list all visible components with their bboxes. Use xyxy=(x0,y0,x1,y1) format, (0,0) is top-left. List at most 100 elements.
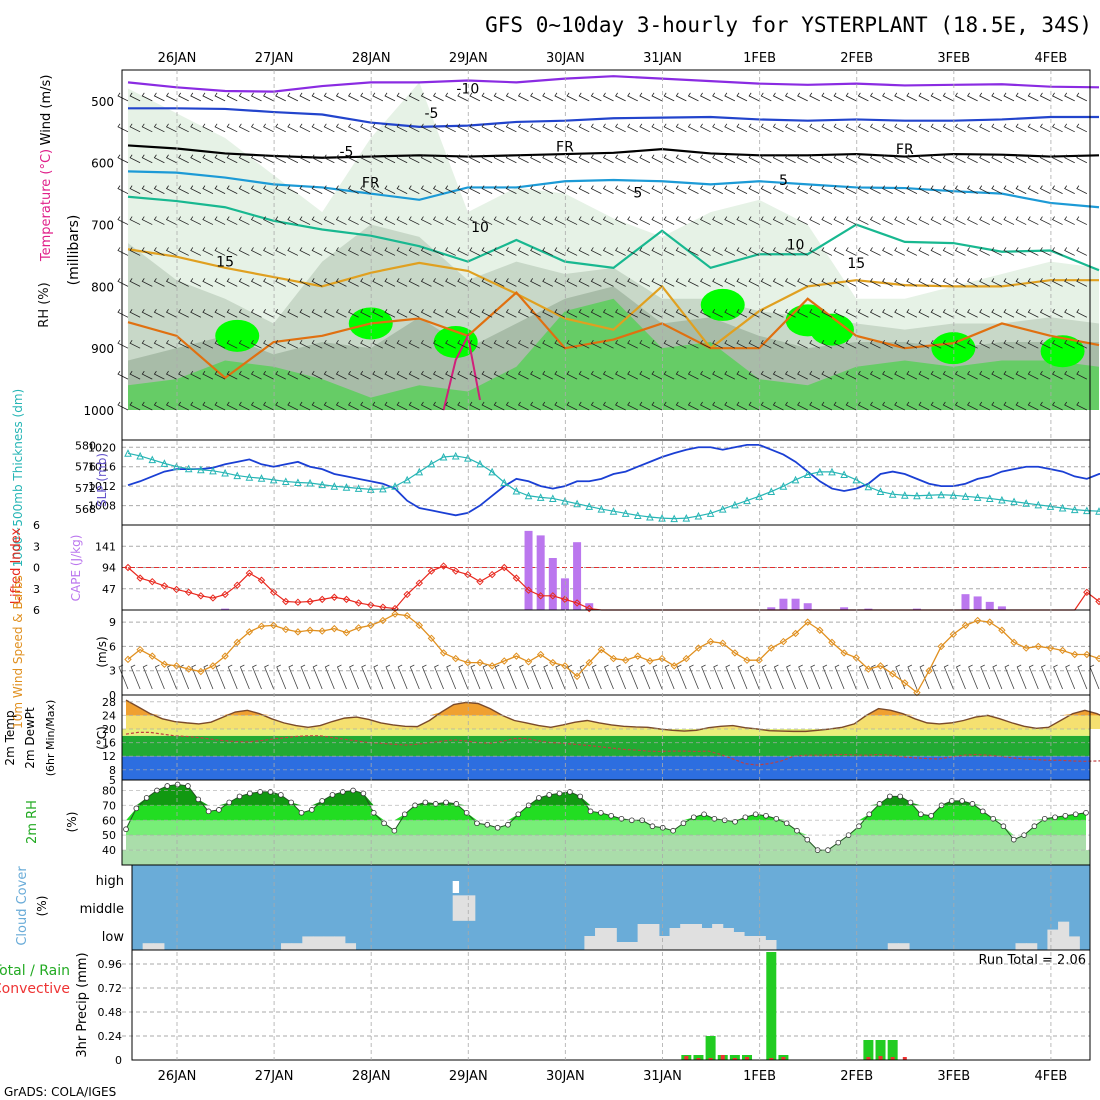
wind-speed-point xyxy=(937,642,945,651)
thickness-point xyxy=(1046,502,1055,510)
thickness-point xyxy=(597,504,606,513)
wind-barb xyxy=(772,309,784,318)
wind-barb xyxy=(165,216,177,225)
wind-barb xyxy=(930,123,942,133)
wind-barb xyxy=(700,370,711,380)
wind-speed-point xyxy=(512,652,521,660)
wind-barb xyxy=(639,154,651,164)
rh-point xyxy=(979,808,986,815)
low-cloud-bar xyxy=(291,943,303,950)
wind-barb xyxy=(578,92,590,102)
wind-barb xyxy=(408,370,420,380)
wind-barb xyxy=(238,309,250,318)
wind-barb xyxy=(1052,401,1063,411)
wind-barb xyxy=(214,216,226,225)
wind-barb xyxy=(651,92,663,102)
wind-barb xyxy=(639,401,651,411)
wind-barb xyxy=(784,309,796,318)
rh-point xyxy=(205,808,212,815)
wind-barb xyxy=(129,154,141,164)
x-tick-label-top: 31JAN xyxy=(643,51,682,66)
wind-barb xyxy=(420,309,432,318)
wind-speed-point xyxy=(342,628,351,637)
thickness-point xyxy=(621,509,630,517)
lifted-index-point xyxy=(367,601,375,609)
wind-barb xyxy=(894,92,905,102)
wind-barb xyxy=(299,185,311,194)
wind-barb xyxy=(1015,370,1027,380)
wind-barb xyxy=(748,92,760,102)
wind-barb xyxy=(469,185,481,194)
wind-barb xyxy=(141,247,153,256)
wind-barb xyxy=(578,309,590,318)
wind-barb xyxy=(299,154,311,164)
wind-barb xyxy=(457,278,469,287)
rh-point xyxy=(907,799,914,806)
low-cloud-bar xyxy=(312,936,325,950)
thickness-point xyxy=(160,459,169,467)
wind-barb xyxy=(833,216,845,225)
wind-barb xyxy=(263,154,274,164)
wind-barb xyxy=(761,664,772,690)
wind-barb xyxy=(869,247,881,256)
wind-barb xyxy=(857,92,869,102)
wind-barb xyxy=(457,339,469,349)
wind-barb xyxy=(129,185,141,194)
wind-barb xyxy=(323,123,335,133)
wind-barb xyxy=(663,309,675,318)
wind-barb xyxy=(481,309,493,318)
wind-barb xyxy=(555,664,566,690)
middle-cloud-bar xyxy=(452,895,476,921)
wind-barb xyxy=(264,664,275,690)
wind-barb xyxy=(141,92,153,102)
wind-barb xyxy=(1039,278,1051,287)
wind-barb xyxy=(1039,401,1051,411)
wind-barb xyxy=(1039,339,1051,349)
wind-barb xyxy=(894,370,905,380)
wind-barb xyxy=(531,664,542,690)
wind-barb xyxy=(141,309,153,318)
x-tick-label-bottom: 4FEB xyxy=(1034,1069,1067,1084)
thickness-point xyxy=(816,467,824,476)
x-tick-label-top: 28JAN xyxy=(352,51,391,66)
slp-tick-label: 1016 xyxy=(88,461,116,474)
wind-barb xyxy=(942,401,954,411)
wind-barb xyxy=(335,401,347,411)
wind-barb xyxy=(712,247,723,256)
wind-barb xyxy=(651,401,663,411)
wind-barb xyxy=(287,278,299,287)
wind-barb xyxy=(1052,216,1063,225)
wind-barb xyxy=(311,185,323,194)
wind-barb xyxy=(1003,370,1015,380)
wind-barb xyxy=(615,185,626,194)
wind-barb xyxy=(918,401,930,411)
wind-barb xyxy=(1003,123,1015,133)
wind-barb xyxy=(469,309,481,318)
wind-barb xyxy=(639,309,651,318)
wind-barb xyxy=(275,154,286,164)
wind-barb xyxy=(845,309,857,318)
wind-barb xyxy=(845,278,857,287)
wind-barb xyxy=(784,154,796,164)
wind-barb xyxy=(810,664,821,690)
wind-speed-point xyxy=(1010,638,1018,647)
lifted-index-point xyxy=(245,569,254,577)
wind-barb xyxy=(833,185,845,194)
wind-barb xyxy=(772,247,784,256)
thickness-point xyxy=(779,482,788,490)
wind-barb xyxy=(396,154,408,164)
wind-barb xyxy=(967,401,978,411)
wind-barb xyxy=(858,664,869,690)
rh-point xyxy=(752,811,759,818)
wind-barb xyxy=(821,123,833,133)
thickness-point xyxy=(403,475,411,484)
wind-barb xyxy=(639,247,651,256)
x-tick-label-bottom: 29JAN xyxy=(449,1069,488,1084)
wind-barb xyxy=(153,370,165,380)
wind-barb xyxy=(725,664,736,690)
wind-barb xyxy=(117,92,129,102)
wind-barb xyxy=(566,370,578,380)
wind-barb xyxy=(384,92,396,102)
wind-barb xyxy=(602,278,614,287)
wind-barb xyxy=(664,664,675,690)
